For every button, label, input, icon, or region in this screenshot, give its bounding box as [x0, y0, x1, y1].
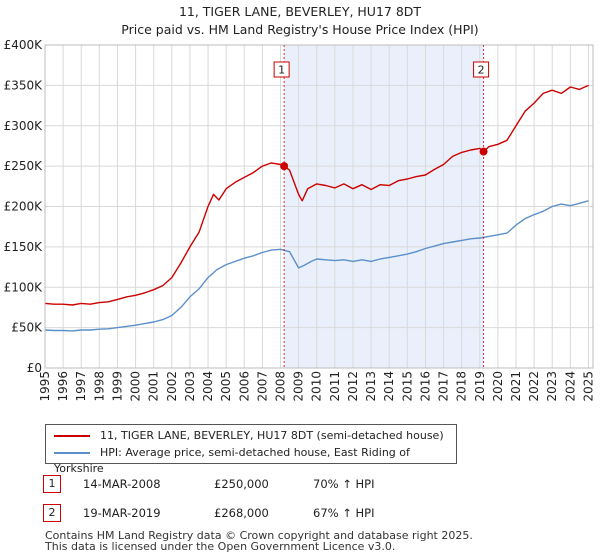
footer-copyright: Contains HM Land Registry data © Crown c…	[45, 529, 473, 542]
sale-badge: 2	[43, 504, 61, 522]
plot-frame	[44, 44, 594, 369]
x-tick-label: 2024	[563, 371, 577, 402]
x-tick-label: 2000	[129, 371, 143, 402]
chart-title-block: 11, TIGER LANE, BEVERLEY, HU17 8DT Price…	[0, 3, 600, 39]
y-tick-label: £0	[27, 361, 42, 375]
legend: 11, TIGER LANE, BEVERLEY, HU17 8DT (semi…	[45, 424, 457, 475]
chart-title: 11, TIGER LANE, BEVERLEY, HU17 8DT	[178, 4, 422, 19]
x-tick-label: 2017	[437, 371, 451, 402]
x-tick-label: 2004	[201, 371, 215, 402]
x-tick-label: 1998	[92, 371, 106, 402]
x-tick-label: 2012	[346, 371, 360, 402]
y-tick-label: £100K	[4, 280, 44, 294]
x-tick-label: 2018	[455, 371, 469, 402]
x-tick-label: 2006	[237, 371, 251, 402]
x-tick-label: 2022	[527, 371, 541, 402]
legend-label-hpi: HPI: Average price, semi-detached house,…	[54, 446, 410, 475]
y-tick-label: £250K	[4, 159, 44, 173]
series-line-hpi	[44, 200, 589, 332]
x-tick-label: 2008	[274, 371, 288, 402]
y-tick-label: £50K	[11, 321, 43, 335]
y-tick-label: £350K	[4, 78, 44, 92]
x-tick-label: 2025	[581, 371, 595, 402]
y-tick-label: £200K	[4, 200, 44, 214]
x-tick-label: 2005	[219, 371, 233, 402]
sale-point	[280, 162, 289, 171]
x-tick-label: 2007	[255, 371, 269, 402]
x-tick-label: 2019	[473, 371, 487, 402]
y-tick-label: £400K	[4, 38, 44, 52]
x-tick-label: 1997	[74, 371, 88, 402]
x-tick-label: 1995	[38, 371, 52, 402]
sale-badge: 1	[43, 475, 61, 493]
sale-marker-label: 2	[478, 64, 485, 77]
y-tick-label: £150K	[4, 240, 44, 254]
legend-item-property: 11, TIGER LANE, BEVERLEY, HU17 8DT (semi…	[54, 428, 444, 444]
y-tick-label: £300K	[4, 119, 44, 133]
x-tick-label: 2020	[491, 371, 505, 402]
sale-point	[479, 147, 488, 156]
x-tick-label: 1996	[56, 371, 70, 402]
legend-item-hpi: HPI: Average price, semi-detached house,…	[54, 445, 456, 475]
legend-swatch-property	[54, 435, 90, 437]
sale-marker-label: 1	[278, 64, 285, 77]
x-tick-label: 2016	[418, 371, 432, 402]
legend-swatch-hpi	[54, 452, 90, 454]
x-tick-label: 2014	[382, 371, 396, 402]
x-tick-label: 2015	[400, 371, 414, 402]
sale-marker-box	[473, 61, 490, 78]
x-tick-label: 2023	[545, 371, 559, 402]
x-tick-label: 2011	[328, 371, 342, 402]
legend-label-property: 11, TIGER LANE, BEVERLEY, HU17 8DT (semi…	[100, 429, 444, 442]
footer-licence: This data is licensed under the Open Gov…	[45, 540, 396, 553]
price-chart: £0 £50K £100K £150K £200K £250K £300K £350K £400…	[4, 38, 596, 402]
series-line-property	[44, 84, 589, 306]
sale-marker-box	[273, 61, 290, 78]
x-tick-label: 2002	[165, 371, 179, 402]
sale-date: 14-MAR-2008	[83, 477, 161, 491]
sale-price: £268,000	[214, 506, 269, 520]
x-tick-label: 2013	[364, 371, 378, 402]
footer: Contains HM Land Registry data © Crown c…	[45, 530, 565, 552]
sale-price: £250,000	[214, 477, 269, 491]
x-tick-label: 1999	[110, 371, 124, 402]
sale-date: 19-MAR-2019	[83, 506, 161, 520]
x-tick-label: 2021	[509, 371, 523, 402]
sale-hpi-change: 67% ↑ HPI	[313, 506, 375, 520]
chart-subtitle: Price paid vs. HM Land Registry's House …	[121, 22, 479, 37]
x-tick-label: 2009	[292, 371, 306, 402]
sale-hpi-change: 70% ↑ HPI	[313, 477, 375, 491]
x-tick-label: 2010	[310, 371, 324, 402]
x-tick-label: 2003	[183, 371, 197, 402]
x-tick-label: 2001	[147, 371, 161, 402]
